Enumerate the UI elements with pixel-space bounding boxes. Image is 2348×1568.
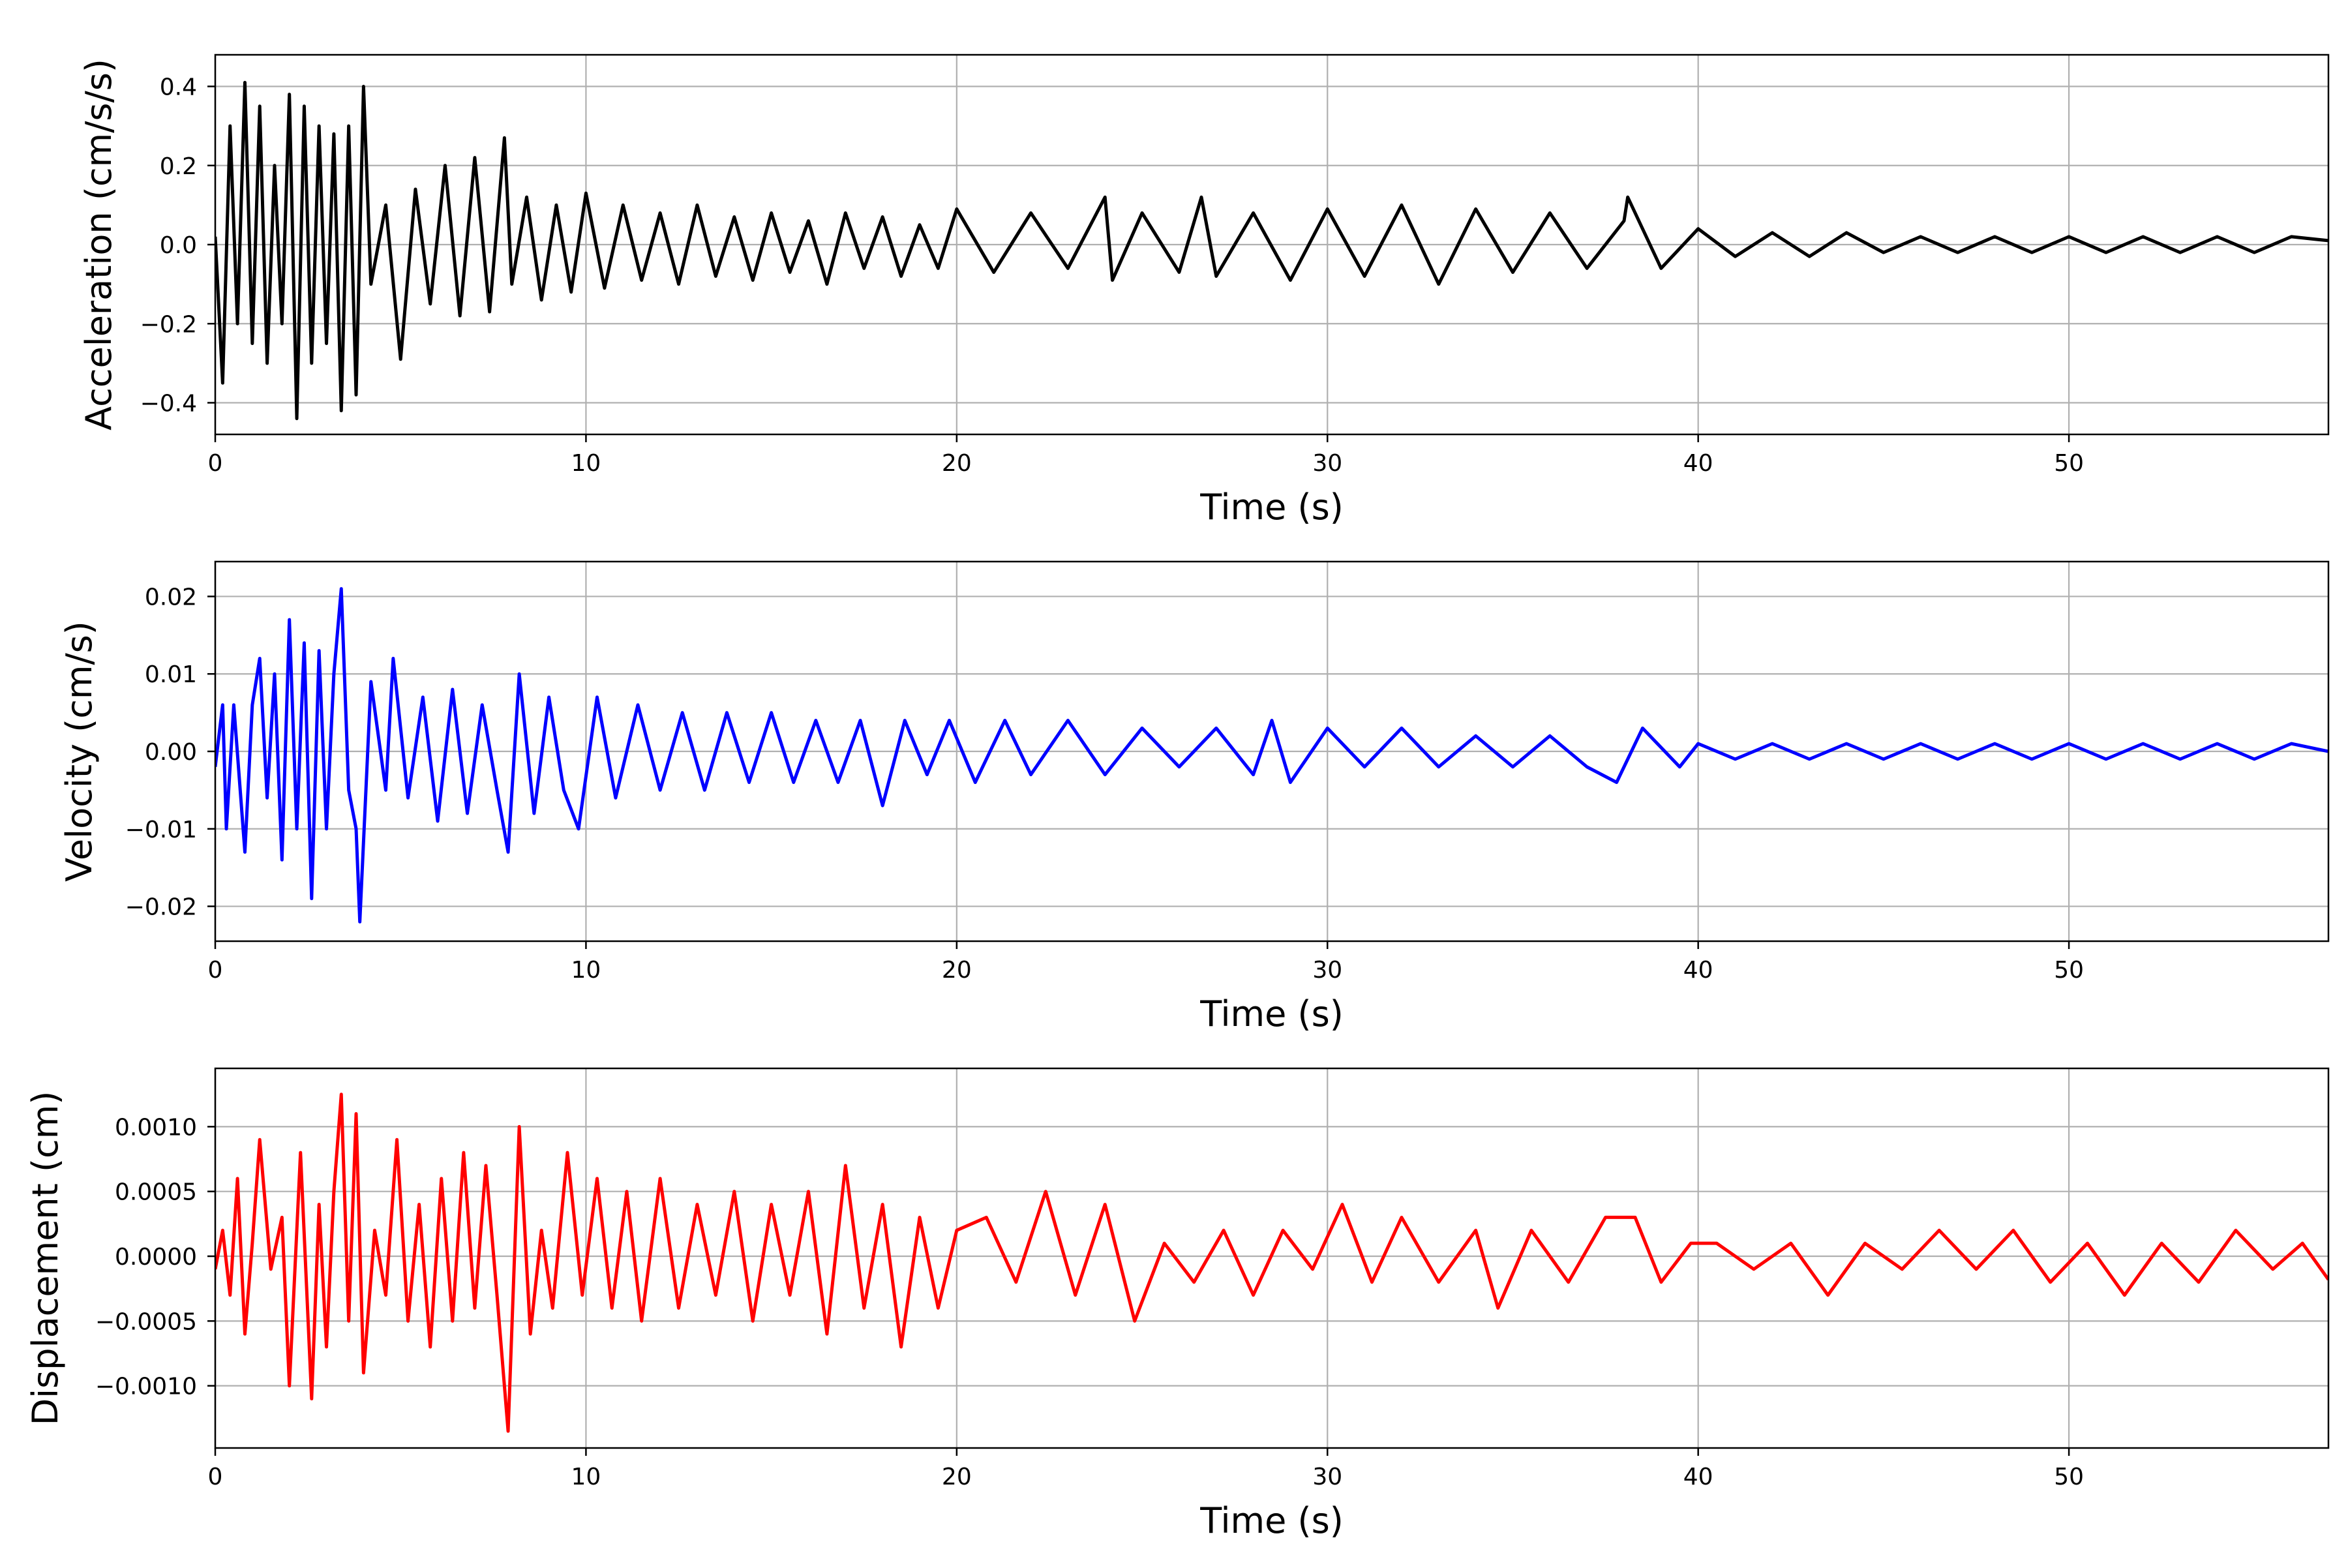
displacement-axes-frame [214,1067,2330,1449]
acceleration-y-tick-label: −0.2 [140,311,197,338]
acceleration-y-tick-label: −0.4 [140,391,197,417]
velocity-series-line [215,587,2328,924]
displacement-y-tick-label: −0.0005 [95,1308,197,1335]
acceleration-series-line [215,80,2328,421]
velocity-y-tick-label: −0.01 [125,817,197,843]
acceleration-x-tick-label: 40 [1683,450,1713,477]
velocity-y-tick-label: 0.01 [145,661,197,688]
velocity-y-axis-label: Velocity (cm/s) [59,621,100,882]
displacement-y-tick-label: 0.0000 [115,1244,197,1271]
acceleration-y-tick-label: 0.4 [160,74,197,101]
acceleration-x-tick-label: 30 [1312,450,1342,477]
velocity-x-tick-label: 20 [942,957,972,984]
displacement-x-tick-label: 40 [1683,1464,1713,1490]
displacement-x-axis-label: Time (s) [1199,1500,1344,1541]
acceleration-x-axis-label: Time (s) [1199,487,1344,528]
velocity-x-tick-label: 10 [571,957,601,984]
displacement-y-tick-label: 0.0005 [115,1179,197,1206]
acceleration-x-tick-label: 10 [571,450,601,477]
velocity-x-axis-label: Time (s) [1199,993,1344,1034]
acceleration-x-tick-label: 0 [208,450,223,477]
velocity-y-tick-label: 0.02 [145,584,197,611]
velocity-x-tick-label: 50 [2054,957,2084,984]
displacement-x-tick-label: 0 [208,1464,223,1490]
acceleration-x-tick-label: 50 [2054,450,2084,477]
acceleration-chart: 0 10 20 30 40 50 −0.4 −0.2 0.0 0.2 0.4 Time (s) Acce… [78,53,2330,528]
displacement-y-tick-label: 0.0010 [115,1114,197,1141]
displacement-x-tick-label: 50 [2054,1464,2084,1490]
acceleration-y-tick-label: 0.2 [160,153,197,180]
acceleration-y-axis-label: Acceleration (cm/s/s) [78,59,119,430]
acceleration-y-tick-label: 0.0 [160,232,197,259]
velocity-y-tick-label: 0.00 [145,739,197,766]
displacement-x-tick-label: 20 [942,1464,972,1490]
velocity-x-tick-label: 0 [208,957,223,984]
displacement-y-axis-label: Displacement (cm) [25,1091,66,1426]
displacement-x-tick-label: 30 [1312,1464,1342,1490]
velocity-chart: 0 10 20 30 40 50 −0.02 −0.01 0.00 0.01 0.02 Time (s… [59,560,2330,1034]
velocity-y-tick-label: −0.02 [125,894,197,921]
velocity-x-tick-label: 30 [1312,957,1342,984]
velocity-x-tick-label: 40 [1683,957,1713,984]
acceleration-x-tick-label: 20 [942,450,972,477]
displacement-x-tick-label: 10 [571,1464,601,1490]
displacement-series-line [215,1093,2328,1433]
displacement-y-tick-label: −0.0010 [95,1374,197,1400]
displacement-chart: 0 10 20 30 40 50 −0.0010 −0.0005 0.0000 0.0005 0.0… [25,1067,2330,1541]
